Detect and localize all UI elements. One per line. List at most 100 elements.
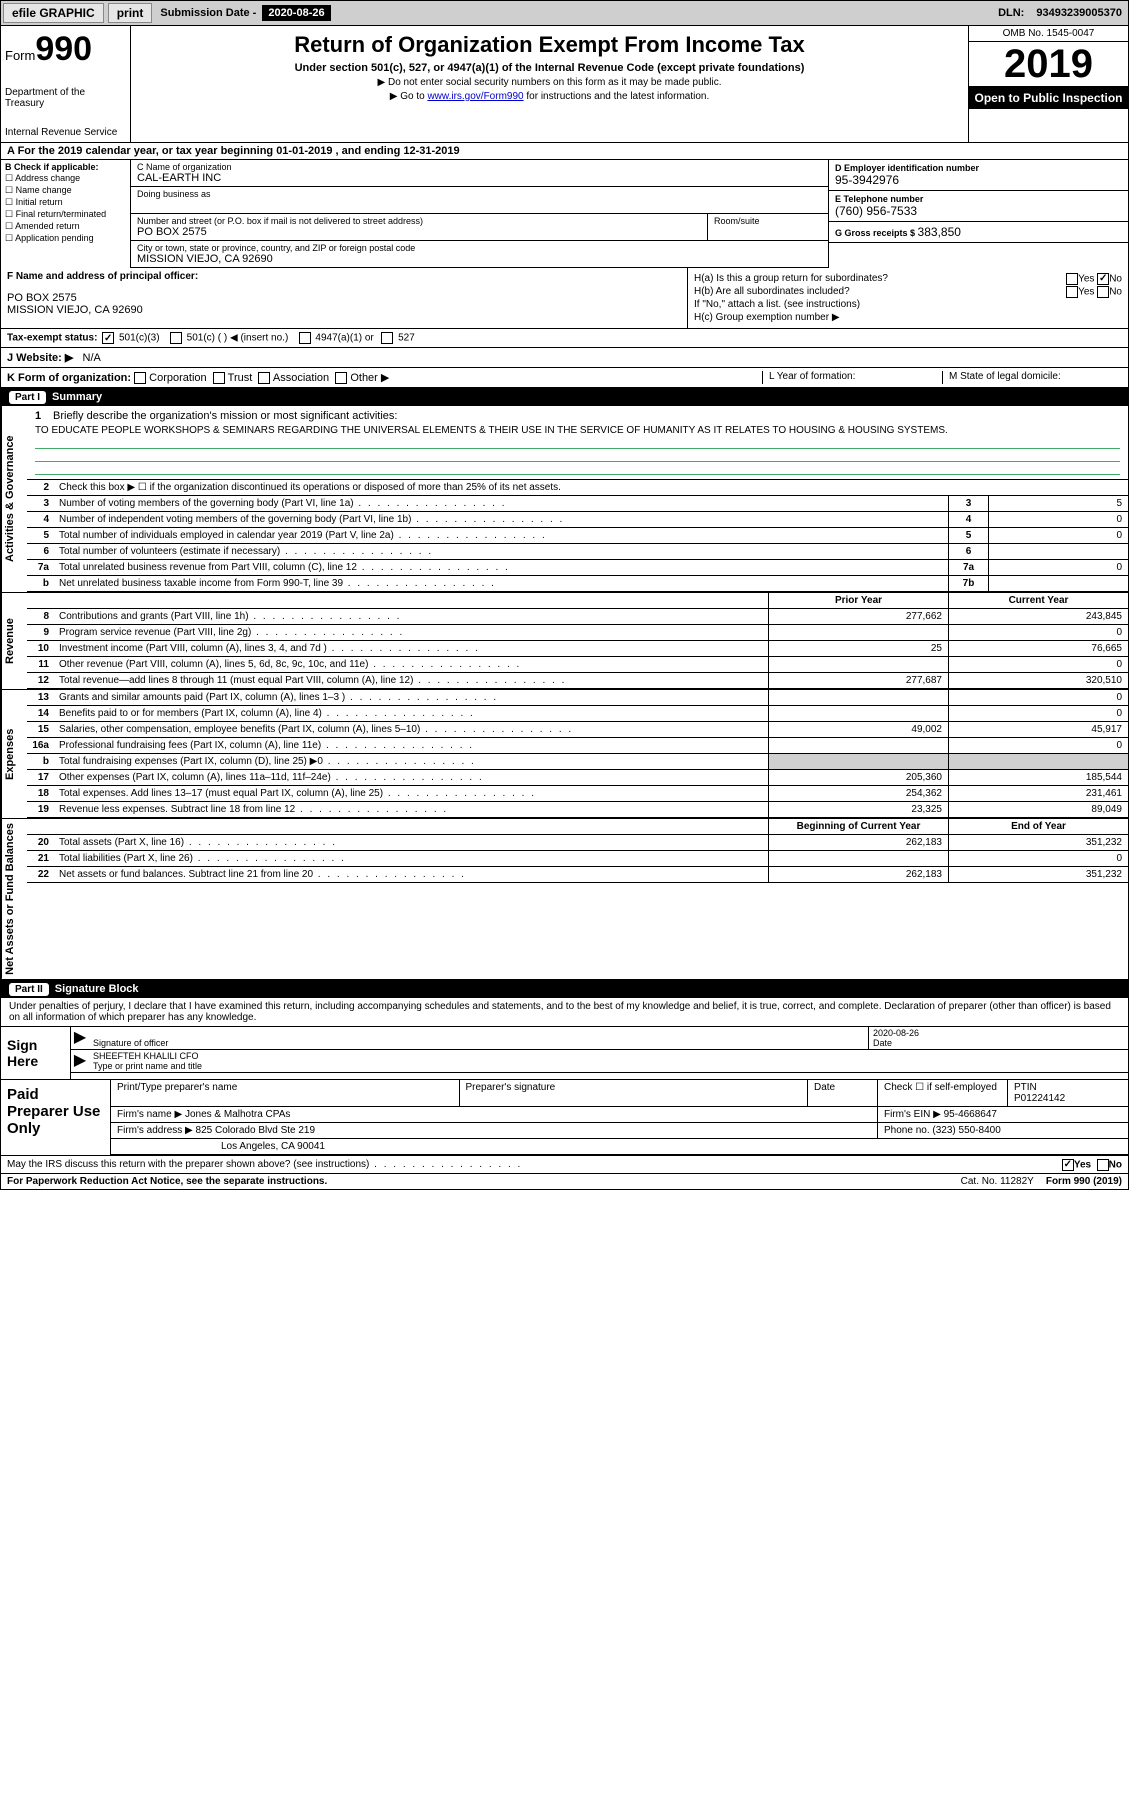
q2-text: Check this box ▶ ☐ if the organization d… — [55, 480, 1128, 495]
chk-assoc[interactable] — [258, 372, 270, 384]
dept-treasury: Department of the Treasury — [5, 87, 126, 109]
discuss-yes[interactable]: ✓ — [1062, 1159, 1074, 1171]
dln-value: 93493239005370 — [1030, 5, 1128, 21]
chk-trust[interactable] — [213, 372, 225, 384]
discuss-no[interactable] — [1097, 1159, 1109, 1171]
ha-yes[interactable] — [1066, 273, 1078, 285]
table-row: 18Total expenses. Add lines 13–17 (must … — [27, 786, 1128, 802]
arrow-icon: ▶ — [71, 1050, 89, 1072]
tel-label: E Telephone number — [835, 194, 1122, 204]
q1-label: Briefly describe the organization's miss… — [53, 410, 397, 422]
k-line: K Form of organization: Corporation Trus… — [0, 368, 1129, 388]
eoy-head: End of Year — [948, 819, 1128, 834]
addr-value: PO BOX 2575 — [137, 226, 701, 238]
arrow-icon: ▶ — [71, 1027, 89, 1049]
sign-here-block: Sign Here ▶ Signature of officer2020-08-… — [0, 1027, 1129, 1080]
efile-button[interactable]: efile GRAPHIC — [3, 3, 104, 23]
f-label: F Name and address of principal officer: — [7, 271, 681, 282]
f-addr1: PO BOX 2575 — [7, 292, 681, 304]
form-title: Return of Organization Exempt From Incom… — [139, 32, 960, 58]
sig-officer-label: Signature of officer — [93, 1038, 864, 1048]
chk-app-pending[interactable]: ☐ Application pending — [5, 233, 126, 244]
table-row: 7aTotal unrelated business revenue from … — [27, 560, 1128, 576]
chk-501c[interactable] — [170, 332, 182, 344]
dln-label: DLN: — [992, 5, 1030, 21]
gross-value: 383,850 — [918, 225, 961, 239]
table-row: bNet unrelated business taxable income f… — [27, 576, 1128, 592]
hb-no[interactable] — [1097, 286, 1109, 298]
print-button[interactable]: print — [108, 3, 153, 23]
tel-value: (760) 956-7533 — [835, 204, 1122, 218]
firm-addr2: Los Angeles, CA 90041 — [111, 1139, 1128, 1154]
tax-year: 2019 — [969, 42, 1128, 87]
chk-initial-return[interactable]: ☐ Initial return — [5, 197, 126, 208]
activities-governance: Activities & Governance 1Briefly describ… — [0, 406, 1129, 593]
table-row: 11Other revenue (Part VIII, column (A), … — [27, 657, 1128, 673]
omb-number: OMB No. 1545-0047 — [969, 26, 1128, 42]
top-toolbar: efile GRAPHIC print Submission Date - 20… — [0, 0, 1129, 26]
sig-date: 2020-08-26 — [873, 1028, 1124, 1038]
section-fh: F Name and address of principal officer:… — [0, 268, 1129, 329]
pra-notice: For Paperwork Reduction Act Notice, see … — [1, 1174, 955, 1189]
hb-yes[interactable] — [1066, 286, 1078, 298]
chk-final-return[interactable]: ☐ Final return/terminated — [5, 209, 126, 220]
website-line: J Website: ▶ N/A — [0, 348, 1129, 368]
table-row: 4Number of independent voting members of… — [27, 512, 1128, 528]
chk-name-change[interactable]: ☐ Name change — [5, 185, 126, 196]
open-inspection: Open to Public Inspection — [969, 87, 1128, 109]
ptin-value: P01224142 — [1014, 1093, 1122, 1104]
ssn-note: ▶ Do not enter social security numbers o… — [139, 77, 960, 88]
chk-501c3[interactable]: ✓ — [102, 332, 114, 344]
chk-address-change[interactable]: ☐ Address change — [5, 173, 126, 184]
chk-corp[interactable] — [134, 372, 146, 384]
prep-date-head: Date — [808, 1080, 878, 1106]
firm-ein: 95-4668647 — [944, 1109, 997, 1120]
irs-link[interactable]: www.irs.gov/Form990 — [427, 91, 523, 102]
goto-note: ▶ Go to www.irs.gov/Form990 for instruct… — [139, 91, 960, 102]
table-row: 6Total number of volunteers (estimate if… — [27, 544, 1128, 560]
irs-label: Internal Revenue Service — [5, 127, 126, 138]
table-row: 14Benefits paid to or for members (Part … — [27, 706, 1128, 722]
paid-preparer-label: Paid Preparer Use Only — [1, 1080, 111, 1155]
footer: For Paperwork Reduction Act Notice, see … — [0, 1174, 1129, 1190]
table-row: 16aProfessional fundraising fees (Part I… — [27, 738, 1128, 754]
dba-label: Doing business as — [137, 189, 822, 199]
chk-other[interactable] — [335, 372, 347, 384]
table-row: 13Grants and similar amounts paid (Part … — [27, 690, 1128, 706]
ein-value: 95-3942976 — [835, 173, 1122, 187]
side-rev: Revenue — [1, 593, 27, 689]
table-row: 22Net assets or fund balances. Subtract … — [27, 867, 1128, 883]
firm-phone: (323) 550-8400 — [932, 1125, 1000, 1136]
part2-bar: Part IISignature Block — [0, 980, 1129, 998]
table-row: 8Contributions and grants (Part VIII, li… — [27, 609, 1128, 625]
chk-527[interactable] — [381, 332, 393, 344]
form-number: Form990 — [5, 30, 126, 69]
city-value: MISSION VIEJO, CA 92690 — [137, 253, 822, 265]
paid-preparer-block: Paid Preparer Use Only Print/Type prepar… — [0, 1080, 1129, 1156]
table-row: 12Total revenue—add lines 8 through 11 (… — [27, 673, 1128, 689]
tax-exempt-status: Tax-exempt status: ✓ 501(c)(3) 501(c) ( … — [0, 329, 1129, 348]
hb-label: H(b) Are all subordinates included? — [694, 286, 850, 297]
ha-no[interactable]: ✓ — [1097, 273, 1109, 285]
chk-4947[interactable] — [299, 332, 311, 344]
bcy-head: Beginning of Current Year — [768, 819, 948, 834]
table-row: 15Salaries, other compensation, employee… — [27, 722, 1128, 738]
officer-name: SHEEFTEH KHALILI CFO — [93, 1051, 1124, 1061]
table-row: bTotal fundraising expenses (Part IX, co… — [27, 754, 1128, 770]
table-row: 3Number of voting members of the governi… — [27, 496, 1128, 512]
side-na: Net Assets or Fund Balances — [1, 819, 27, 979]
addr-label: Number and street (or P.O. box if mail i… — [137, 216, 701, 226]
prior-year-head: Prior Year — [768, 593, 948, 608]
f-addr2: MISSION VIEJO, CA 92690 — [7, 304, 681, 316]
submission-date: 2020-08-26 — [262, 5, 330, 21]
form-header: Form990 Department of the Treasury Inter… — [0, 26, 1129, 143]
ha-label: H(a) Is this a group return for subordin… — [694, 273, 888, 284]
part1-bar: Part ISummary — [0, 388, 1129, 406]
year-formation: L Year of formation: — [762, 371, 942, 384]
revenue-section: Revenue Prior YearCurrent Year 8Contribu… — [0, 593, 1129, 690]
subdate-label: Submission Date - — [154, 5, 262, 21]
chk-amended[interactable]: ☐ Amended return — [5, 221, 126, 232]
discuss-line: May the IRS discuss this return with the… — [0, 1156, 1129, 1174]
hc-label: H(c) Group exemption number ▶ — [694, 312, 1122, 323]
table-row: 21Total liabilities (Part X, line 26)0 — [27, 851, 1128, 867]
